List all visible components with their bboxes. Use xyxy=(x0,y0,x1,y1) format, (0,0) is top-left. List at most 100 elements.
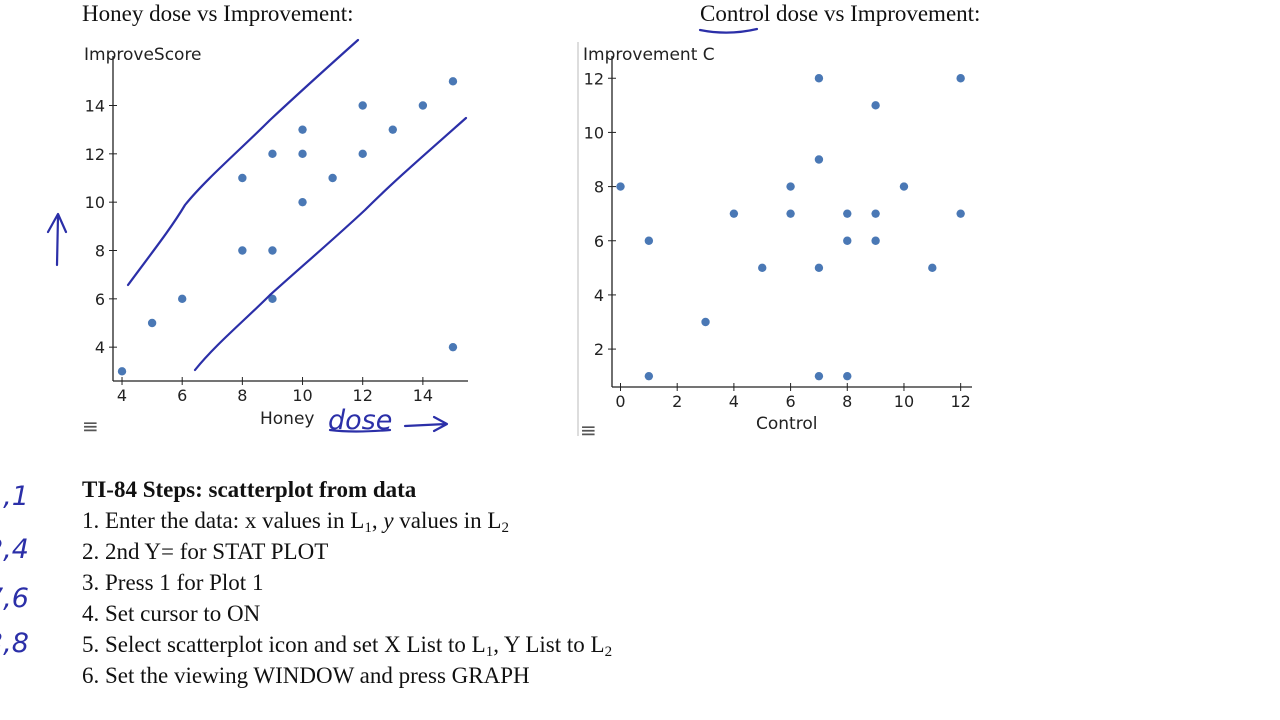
step-6: 6. Set the viewing WINDOW and press GRAP… xyxy=(82,663,530,688)
control-data-point xyxy=(956,209,965,218)
control-data-point xyxy=(956,74,965,83)
control-y-axis-label: Improvement C xyxy=(583,45,715,65)
step-1-y-var: y xyxy=(383,508,394,533)
honey-data-point xyxy=(238,246,247,255)
handwritten-dose-word: dose xyxy=(328,405,392,436)
control-underline-mark xyxy=(698,27,759,34)
right-arrow-mark xyxy=(403,415,449,433)
margin-pair-3: 7,6 xyxy=(0,583,29,614)
honey-y-tick-label: 8 xyxy=(95,242,105,261)
honey-data-point xyxy=(448,77,458,86)
control-data-point xyxy=(871,236,880,245)
control-y-tick-label: 10 xyxy=(584,123,604,142)
honey-data-point xyxy=(268,149,277,159)
honey-y-tick-label: 10 xyxy=(85,193,105,212)
control-data-point xyxy=(814,74,824,83)
control-chart-title: Control dose vs Improvement: xyxy=(700,1,981,26)
control-data-point xyxy=(729,209,739,218)
step-1-text-d: values in L xyxy=(393,508,502,533)
control-x-tick-label: 4 xyxy=(729,392,739,411)
honey-y-axis-label: ImproveScore xyxy=(84,45,202,65)
honey-data-point xyxy=(147,318,157,328)
honey-data-point xyxy=(238,173,247,183)
control-data-point xyxy=(843,236,852,245)
control-x-axis-label: Control xyxy=(756,414,817,434)
honey-data-point xyxy=(358,149,367,159)
honey-data-point xyxy=(298,149,307,159)
honey-data-point xyxy=(298,197,307,207)
honey-data-point xyxy=(418,101,428,110)
control-data-point xyxy=(928,263,937,273)
honey-axes: 4 6 8 10 12 14 4 6 8 10 12 14 xyxy=(85,56,468,405)
control-x-tick-label: 0 xyxy=(615,392,625,411)
dose-underline-mark xyxy=(328,428,392,433)
control-data-point xyxy=(899,182,909,191)
step-5-sub-1: 1 xyxy=(485,644,494,660)
control-scatter-chart: Improvement C Control 0 2 4 6 8 10 12 2 4 6 8 10 12 xyxy=(577,42,972,436)
control-data-point xyxy=(814,371,824,381)
control-data-point xyxy=(843,371,852,381)
control-menu-icon[interactable]: ≡ xyxy=(580,418,597,442)
control-data-point xyxy=(786,182,795,191)
honey-data-point xyxy=(298,125,307,134)
control-y-tick-label: 4 xyxy=(594,286,604,305)
margin-handwritten-pairs: 1,1 2,4 7,6 3,8 xyxy=(0,481,29,659)
honey-y-tick-label: 4 xyxy=(95,338,105,357)
honey-data-point xyxy=(328,173,337,183)
step-1-text-b: , xyxy=(371,508,384,533)
honey-points xyxy=(117,77,458,376)
control-data-point xyxy=(786,209,795,218)
honey-x-tick-label: 6 xyxy=(177,386,187,405)
control-y-tick-label: 12 xyxy=(584,69,604,88)
control-data-point xyxy=(758,263,767,273)
control-data-point xyxy=(616,182,625,191)
ti84-steps: TI-84 Steps: scatterplot from data 1. En… xyxy=(82,474,612,691)
control-data-point xyxy=(814,263,824,273)
honey-y-tick-label: 12 xyxy=(85,145,105,164)
step-5-text-a: 5. Select scatterplot icon and set X Lis… xyxy=(82,632,486,657)
honey-menu-icon[interactable]: ≡ xyxy=(82,414,99,438)
control-y-tick-label: 2 xyxy=(594,340,604,359)
step-2: 2. 2nd Y= for STAT PLOT xyxy=(82,539,329,564)
step-1: 1. Enter the data: x values in L1, y val… xyxy=(82,505,612,536)
honey-data-point xyxy=(448,342,458,352)
honey-data-point xyxy=(268,246,277,255)
step-1-sub-1: 1 xyxy=(364,520,372,536)
handwritten-annotations xyxy=(46,27,759,433)
honey-data-point xyxy=(388,125,397,134)
honey-x-tick-label: 14 xyxy=(413,386,433,405)
control-x-tick-label: 12 xyxy=(950,392,970,411)
control-data-point xyxy=(843,209,852,218)
control-x-tick-label: 8 xyxy=(842,392,852,411)
control-x-tick-label: 10 xyxy=(894,392,914,411)
control-x-tick-label: 2 xyxy=(672,392,682,411)
honey-x-axis-label: Honey xyxy=(260,409,314,429)
honey-x-tick-label: 12 xyxy=(353,386,373,405)
step-5: 5. Select scatterplot icon and set X Lis… xyxy=(82,629,612,660)
honey-data-point xyxy=(177,294,187,304)
control-x-tick-label: 6 xyxy=(785,392,795,411)
control-points xyxy=(616,74,965,381)
honey-x-tick-label: 4 xyxy=(117,386,127,405)
margin-pair-4: 3,8 xyxy=(0,628,29,659)
honey-scatter-chart: ImproveScore Honey 4 6 8 10 12 14 4 6 8 10 12 14 xyxy=(84,45,468,429)
step-1-sub-2: 2 xyxy=(501,520,509,536)
up-arrow-mark xyxy=(46,212,68,267)
honey-data-point xyxy=(358,101,367,110)
step-5-sub-2: 2 xyxy=(604,644,613,660)
control-data-point xyxy=(701,317,710,327)
honey-y-tick-label: 6 xyxy=(95,290,105,309)
upper-trend-band-line xyxy=(126,38,360,287)
step-4: 4. Set cursor to ON xyxy=(82,601,261,626)
honey-data-point xyxy=(268,294,277,304)
control-axes: 0 2 4 6 8 10 12 2 4 6 8 10 12 xyxy=(584,56,972,411)
step-5-text-b: , Y List to L xyxy=(493,632,605,657)
control-y-tick-label: 6 xyxy=(594,232,604,251)
step-3: 3. Press 1 for Plot 1 xyxy=(82,570,264,595)
honey-chart-title: Honey dose vs Improvement: xyxy=(82,1,354,26)
control-y-tick-label: 8 xyxy=(594,178,604,197)
step-1-text-a: 1. Enter the data: x values in L xyxy=(82,508,365,533)
steps-heading: TI-84 Steps: scatterplot from data xyxy=(82,477,417,502)
honey-x-tick-label: 10 xyxy=(292,386,312,405)
control-data-point xyxy=(871,101,880,110)
